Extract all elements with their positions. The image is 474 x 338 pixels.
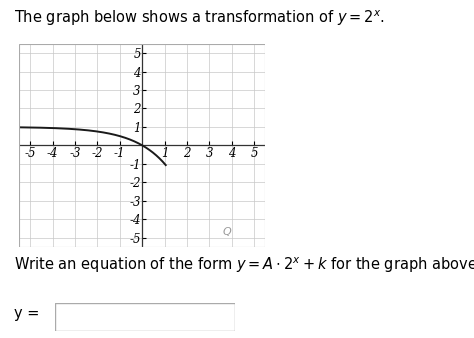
- Text: The graph below shows a transformation of $y = 2^x$.: The graph below shows a transformation o…: [14, 8, 385, 28]
- FancyBboxPatch shape: [55, 303, 235, 331]
- Text: Q: Q: [223, 227, 232, 237]
- Text: Write an equation of the form $y = A \cdot 2^x + k$ for the graph above.: Write an equation of the form $y = A \cd…: [14, 255, 474, 275]
- Text: y =: y =: [14, 306, 40, 321]
